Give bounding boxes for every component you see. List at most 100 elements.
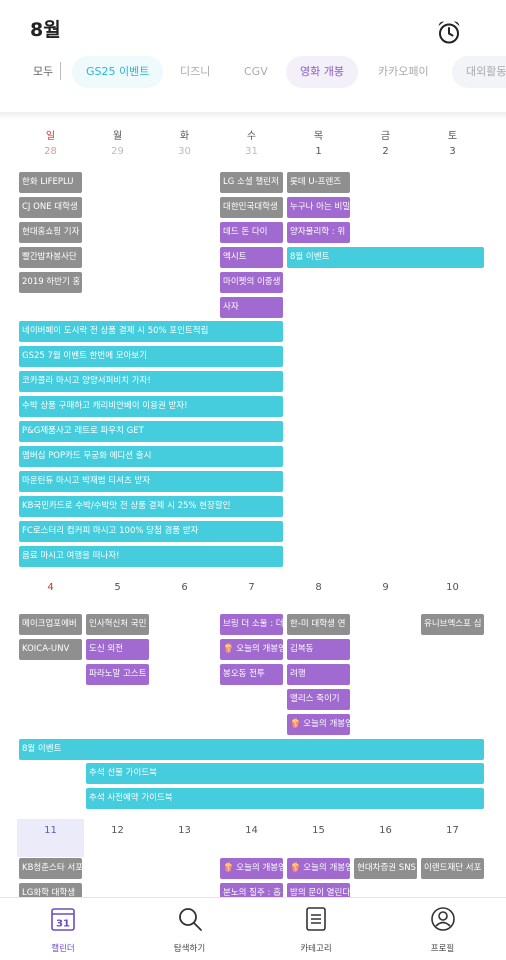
calendar-event[interactable]: LG 소셜 챌린저 [220, 172, 283, 193]
day-number[interactable]: 13 [178, 825, 191, 836]
calendar-event[interactable]: 한-미 대학생 연 [287, 614, 350, 635]
day-number[interactable]: 28 [44, 146, 57, 157]
calendar-event[interactable]: 려행 [287, 664, 350, 685]
nav-item-3[interactable]: 프로필 [380, 898, 506, 960]
category-tabs: 모두 GS25 이벤트 디즈니 CGV 영화 개봉 카카오페이 대외활동 [0, 56, 506, 88]
calendar-event[interactable]: KB청춘스타 서포 [19, 858, 82, 879]
calendar-event[interactable]: 추석 선물 가이드북 [86, 763, 484, 784]
day-number[interactable]: 3 [449, 146, 456, 157]
calendar-event[interactable]: 누구나 아는 비밀 [287, 197, 350, 218]
calendar-event[interactable]: 추석 사전예약 가이드북 [86, 788, 484, 809]
nav-label: 캘린더 [51, 944, 75, 954]
today-highlight [17, 819, 84, 857]
calendar-event[interactable]: 🍿 오늘의 개봉영 [287, 858, 350, 879]
calendar-event[interactable]: 2019 하반기 홍 [19, 272, 82, 293]
calendar-event[interactable]: 🍿 오늘의 개봉영 [220, 639, 283, 660]
calendar-event[interactable]: 대한민국대학생 [220, 197, 283, 218]
tab-3[interactable]: CGV [244, 65, 268, 78]
weekday-label: 금 [380, 131, 391, 142]
bottom-navigation: 31 캘린더 탐색하기 카테고리 프로필 [0, 897, 506, 960]
nav-item-1[interactable]: 탐색하기 [127, 898, 253, 960]
weekday-label: 화 [179, 131, 190, 142]
weekday-label: 수 [246, 131, 257, 142]
day-number[interactable]: 8 [315, 582, 322, 593]
calendar-event[interactable]: 도신 외전 [86, 639, 149, 660]
calendar-event[interactable]: 마이펫의 이중생 [220, 272, 283, 293]
tab-divider [60, 62, 61, 80]
day-number[interactable]: 11 [44, 825, 57, 836]
calendar-event[interactable]: CJ ONE 대학생 [19, 197, 82, 218]
day-number[interactable]: 12 [111, 825, 124, 836]
calendar-event[interactable]: 이랜드재단 서포 [421, 858, 484, 879]
calendar-event[interactable]: 8월 이벤트 [19, 739, 484, 760]
calendar-event[interactable]: 엑시트 [220, 247, 283, 268]
calendar-event[interactable]: 데드 돈 다이 [220, 222, 283, 243]
weekday-label: 목 [313, 131, 324, 142]
day-number[interactable]: 4 [47, 582, 54, 593]
day-number[interactable]: 14 [245, 825, 258, 836]
tab-4[interactable]: 영화 개봉 [286, 56, 358, 88]
calendar-event[interactable]: 수박 상품 구매하고 캐리비안베이 이용권 받자! [19, 396, 283, 417]
calendar-event[interactable]: 앨리스 죽이기 [287, 689, 350, 710]
nav-item-0[interactable]: 31 캘린더 [0, 898, 126, 960]
calendar-event[interactable]: 봉오동 전투 [220, 664, 283, 685]
tab-1[interactable]: GS25 이벤트 [72, 56, 164, 88]
calendar-event[interactable]: 네이버페이 도시락 전 상품 결제 시 50% 포인트적립 [19, 321, 283, 342]
svg-text:31: 31 [56, 919, 70, 930]
nav-label: 프로필 [430, 944, 455, 954]
day-number[interactable]: 31 [245, 146, 258, 157]
calendar-icon: 31 [50, 906, 76, 932]
day-number[interactable]: 6 [181, 582, 188, 593]
calendar-event[interactable]: 사자 [220, 297, 283, 318]
day-number[interactable]: 10 [446, 582, 459, 593]
tab-6[interactable]: 대외활동 [452, 56, 506, 88]
calendar-event[interactable]: KB국민카드로 수박/수박맛 전 상품 결제 시 25% 현장할인 [19, 496, 283, 517]
page-title: 8월 [30, 19, 61, 41]
profile-icon [430, 906, 456, 932]
calendar-event[interactable]: 8월 이벤트 [287, 247, 484, 268]
tab-0[interactable]: 모두 [33, 65, 54, 78]
tab-2[interactable]: 디즈니 [180, 65, 211, 78]
calendar-event[interactable]: 양자물리학 : 위 [287, 222, 350, 243]
day-number[interactable]: 1 [315, 146, 322, 157]
calendar-event[interactable]: 멤버십 POP카드 무궁화 에디션 출시 [19, 446, 283, 467]
calendar-event[interactable]: 🍿 오늘의 개봉영 [287, 714, 350, 735]
nav-label: 카테고리 [300, 944, 332, 954]
alarm-clock-icon[interactable] [436, 19, 462, 45]
day-number[interactable]: 29 [111, 146, 124, 157]
calendar-event[interactable]: 김복동 [287, 639, 350, 660]
day-number[interactable]: 17 [446, 825, 459, 836]
weekday-label: 월 [112, 131, 123, 142]
search-icon [177, 906, 203, 932]
day-number[interactable]: 5 [114, 582, 121, 593]
calendar-event[interactable]: 한화 LIFEPLU [19, 172, 82, 193]
calendar-event[interactable]: P&G제품사고 레트로 파우치 GET [19, 421, 283, 442]
calendar-event[interactable]: KOICA-UNV [19, 639, 82, 660]
calendar-event[interactable]: 인사혁신처 국민 [86, 614, 149, 635]
nav-label: 탐색하기 [173, 944, 206, 954]
calendar-event[interactable]: 파라노말 고스트 [86, 664, 149, 685]
calendar-event[interactable]: 🍿 오늘의 개봉영 [220, 858, 283, 879]
day-number[interactable]: 9 [382, 582, 389, 593]
calendar-event[interactable]: 마운틴듀 마시고 박재범 티셔츠 받자 [19, 471, 283, 492]
calendar-event[interactable]: 메이크업포에버 [19, 614, 82, 635]
day-number[interactable]: 7 [248, 582, 255, 593]
calendar-event[interactable]: 롯데 U-프렌즈 [287, 172, 350, 193]
day-number[interactable]: 30 [178, 146, 191, 157]
calendar-event[interactable]: GS25 7월 이벤트 한번에 모아보기 [19, 346, 283, 367]
day-number[interactable]: 2 [382, 146, 389, 157]
tab-5[interactable]: 카카오페이 [378, 65, 429, 78]
calendar-event[interactable]: 빨간밥차봉사단 [19, 247, 82, 268]
calendar-event[interactable]: FC로스터리 컵커피 마시고 100% 당첨 경품 받자 [19, 521, 283, 542]
calendar-event[interactable]: 코카콜라 마시고 양양서퍼비치 가자! [19, 371, 283, 392]
calendar-event[interactable]: 유니브엑스포 심 [421, 614, 484, 635]
calendar-event[interactable]: 브링 더 소울 : 더 [220, 614, 283, 635]
calendar-event[interactable]: 현대차증권 SNS [354, 858, 417, 879]
weekday-label: 일 [45, 131, 56, 142]
nav-item-2[interactable]: 카테고리 [253, 898, 379, 960]
calendar-event[interactable]: 음료 마시고 여행을 떠나자! [19, 546, 283, 567]
day-number[interactable]: 16 [379, 825, 392, 836]
day-number[interactable]: 15 [312, 825, 325, 836]
calendar-event[interactable]: 현대홈쇼핑 기자 [19, 222, 82, 243]
